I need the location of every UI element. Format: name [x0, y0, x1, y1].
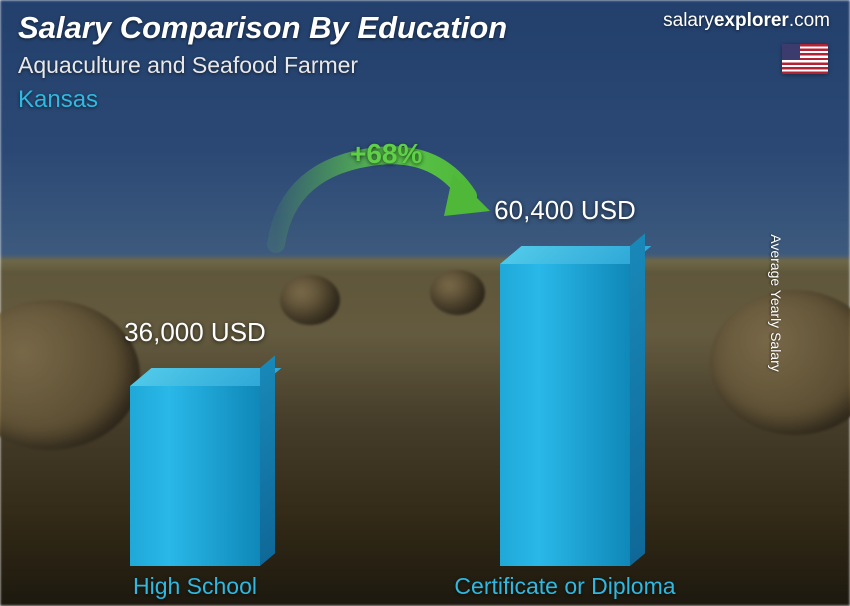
brand-logo: salaryexplorer.com	[663, 10, 830, 32]
bar-high-school: 36,000 USD	[110, 386, 280, 566]
bar-top-face	[130, 368, 281, 386]
increase-percent: +68%	[350, 138, 422, 170]
bar-side-face	[630, 233, 645, 566]
location-label: Kansas	[18, 86, 98, 114]
bar-certificate: 60,400 USD	[480, 264, 650, 566]
bar-value: 36,000 USD	[75, 317, 315, 348]
bar-top-face	[500, 246, 651, 264]
chart-title: Salary Comparison By Education	[18, 10, 507, 46]
brand-suffix: .com	[789, 10, 830, 31]
bar-front-face	[130, 386, 260, 566]
brand-prefix: salary	[663, 10, 714, 31]
bar-label: High School	[55, 573, 335, 600]
bar-chart: +68% 36,000 USD High School 60,400 USD C…	[0, 166, 810, 606]
bar-label: Certificate or Diploma	[425, 573, 705, 600]
chart-subtitle: Aquaculture and Seafood Farmer	[18, 52, 358, 79]
bar-side-face	[260, 355, 275, 566]
bar-front-face	[500, 264, 630, 566]
bar-value: 60,400 USD	[445, 195, 685, 226]
brand-accent: explorer	[714, 10, 789, 31]
us-flag-icon	[782, 44, 828, 74]
